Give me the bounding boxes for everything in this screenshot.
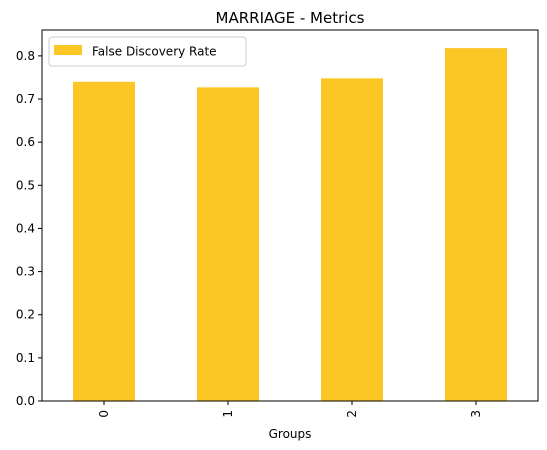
y-tick-label: 0.6 (16, 135, 35, 149)
chart-title: MARRIAGE - Metrics (216, 9, 365, 27)
bars (73, 48, 507, 402)
y-axis-ticks: 0.0 0.1 0.2 0.3 0.4 0.5 0.6 0.7 0.8 (16, 49, 42, 408)
x-tick-label: 0 (97, 410, 111, 418)
y-tick-label: 0.7 (16, 92, 35, 106)
bar-0 (73, 81, 135, 401)
x-tick-label: 1 (221, 410, 235, 418)
legend: False Discovery Rate (48, 36, 247, 67)
x-axis-label: Groups (269, 427, 312, 441)
bar-1 (197, 87, 259, 401)
y-tick-label: 0.5 (16, 178, 35, 192)
y-tick-label: 0.1 (16, 351, 35, 365)
y-tick-label: 0.2 (16, 308, 35, 322)
legend-box (48, 36, 247, 67)
x-tick-label: 2 (345, 410, 359, 418)
x-tick-label: 3 (469, 410, 483, 418)
bar-3 (445, 48, 507, 402)
bar-2 (321, 78, 383, 401)
plot-area: 0.0 0.1 0.2 0.3 0.4 0.5 0.6 0.7 0.8 0 1 2 3 (16, 29, 539, 418)
axes-frame (41, 29, 539, 402)
legend-label: False Discovery Rate (92, 45, 217, 59)
y-tick-label: 0.4 (16, 221, 35, 235)
y-tick-label: 0.8 (16, 49, 35, 63)
legend-swatch (54, 45, 82, 55)
x-axis-ticks: 0 1 2 3 (97, 401, 483, 418)
y-tick-label: 0.3 (16, 265, 35, 279)
y-tick-label: 0.0 (16, 394, 35, 408)
